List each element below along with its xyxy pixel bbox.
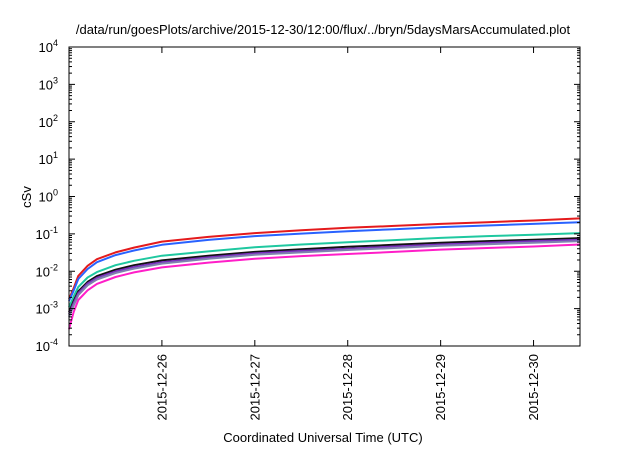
series-layer (68, 217, 581, 330)
x-tick-label-1: 2015-12-27 (247, 354, 262, 421)
y-tick-label-5: 101 (39, 150, 58, 167)
chart-title: /data/run/goesPlots/archive/2015-12-30/1… (76, 22, 571, 37)
series-line-6 (68, 240, 581, 318)
x-tick-label-3: 2015-12-29 (433, 354, 448, 421)
series-line-4 (68, 237, 581, 313)
series-line-5 (68, 238, 581, 315)
y-tick-label-3: 10-1 (36, 225, 58, 242)
series-line-7 (68, 243, 581, 330)
x-axis-label: Coordinated Universal Time (UTC) (223, 430, 422, 445)
series-line-1 (68, 217, 581, 300)
y-tick-label-0: 10-4 (36, 337, 58, 354)
y-tick-label-6: 102 (39, 113, 58, 130)
x-tick-label-4: 2015-12-30 (526, 354, 541, 421)
x-axis: 2015-12-26 2015-12-27 2015-12-28 2015-12-29… (154, 47, 541, 421)
y-tick-label-8: 104 (39, 38, 58, 55)
y-tick-label-1: 10-3 (36, 300, 58, 317)
y-tick-label-7: 103 (39, 75, 58, 92)
y-tick-label-4: 100 (39, 188, 58, 205)
x-tick-label-2: 2015-12-28 (340, 354, 355, 421)
x-tick-label-0: 2015-12-26 (154, 354, 169, 421)
y-tick-label-2: 10-2 (36, 262, 58, 279)
plot-frame (68, 46, 581, 347)
y-axis: 10-4 10-3 10-2 10-1 100 101 102 103 104 (36, 38, 580, 354)
series-line-3 (68, 232, 581, 308)
series-line-2 (68, 221, 581, 302)
y-axis-label: cSv (19, 186, 34, 208)
